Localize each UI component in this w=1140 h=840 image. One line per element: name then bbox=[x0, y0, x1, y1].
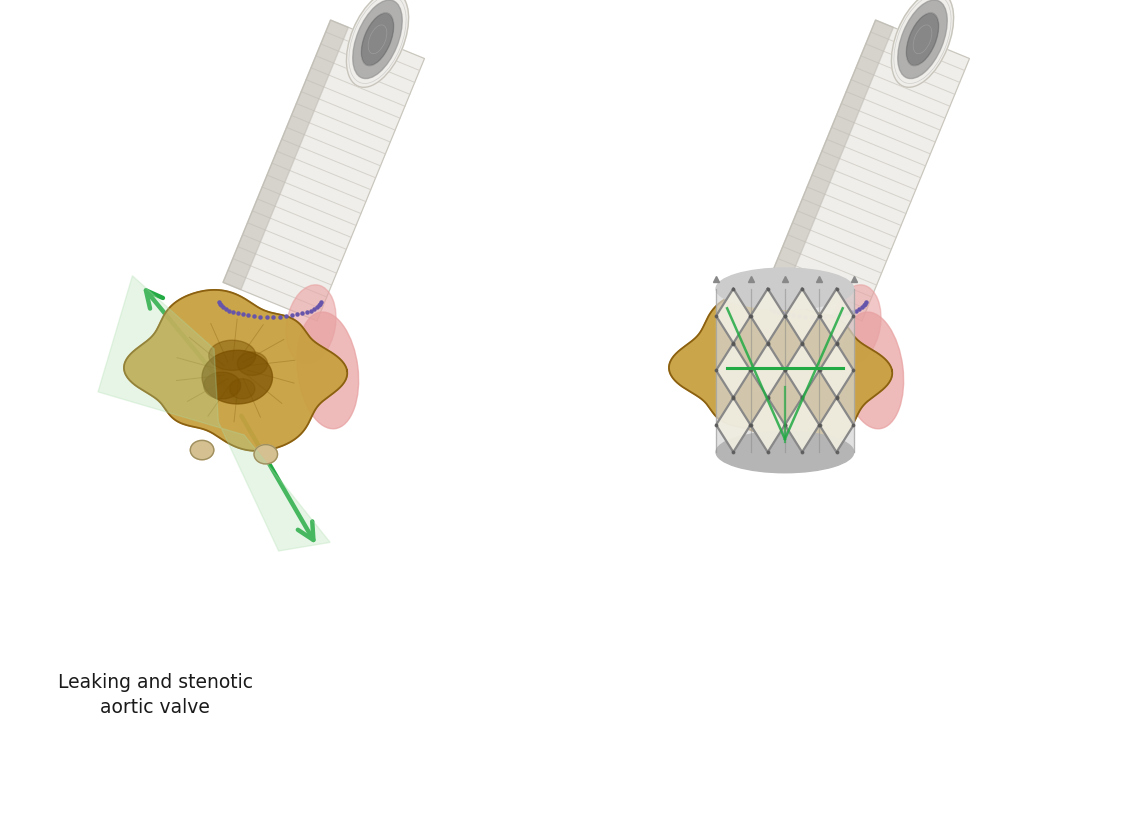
Polygon shape bbox=[237, 352, 268, 375]
Ellipse shape bbox=[361, 13, 393, 66]
Ellipse shape bbox=[799, 444, 823, 464]
Ellipse shape bbox=[735, 440, 759, 459]
Polygon shape bbox=[768, 20, 969, 321]
Polygon shape bbox=[230, 379, 255, 399]
Ellipse shape bbox=[891, 0, 953, 87]
Polygon shape bbox=[223, 20, 424, 321]
Ellipse shape bbox=[906, 13, 938, 66]
Polygon shape bbox=[785, 399, 819, 451]
Ellipse shape bbox=[831, 285, 881, 364]
Ellipse shape bbox=[352, 0, 402, 79]
Polygon shape bbox=[751, 344, 784, 396]
Ellipse shape bbox=[286, 285, 336, 364]
Ellipse shape bbox=[298, 312, 359, 428]
Polygon shape bbox=[717, 344, 750, 396]
Polygon shape bbox=[785, 344, 819, 396]
Polygon shape bbox=[98, 276, 331, 551]
Polygon shape bbox=[223, 20, 349, 290]
Polygon shape bbox=[717, 399, 750, 451]
Ellipse shape bbox=[716, 432, 854, 473]
Ellipse shape bbox=[347, 0, 408, 87]
Polygon shape bbox=[669, 290, 893, 451]
Polygon shape bbox=[785, 290, 819, 342]
Text: Leaking and stenotic
aortic valve: Leaking and stenotic aortic valve bbox=[57, 673, 252, 717]
Polygon shape bbox=[204, 372, 241, 399]
Polygon shape bbox=[820, 290, 853, 342]
Polygon shape bbox=[751, 399, 784, 451]
Ellipse shape bbox=[898, 0, 947, 79]
Ellipse shape bbox=[254, 444, 277, 464]
Polygon shape bbox=[209, 340, 255, 370]
Polygon shape bbox=[751, 290, 784, 342]
Ellipse shape bbox=[716, 268, 854, 309]
Ellipse shape bbox=[842, 312, 904, 428]
Polygon shape bbox=[202, 350, 272, 404]
Polygon shape bbox=[124, 290, 348, 451]
Polygon shape bbox=[768, 20, 894, 290]
Polygon shape bbox=[820, 399, 853, 451]
Polygon shape bbox=[717, 290, 750, 342]
Polygon shape bbox=[716, 289, 854, 452]
Ellipse shape bbox=[190, 440, 214, 459]
Polygon shape bbox=[820, 344, 853, 396]
